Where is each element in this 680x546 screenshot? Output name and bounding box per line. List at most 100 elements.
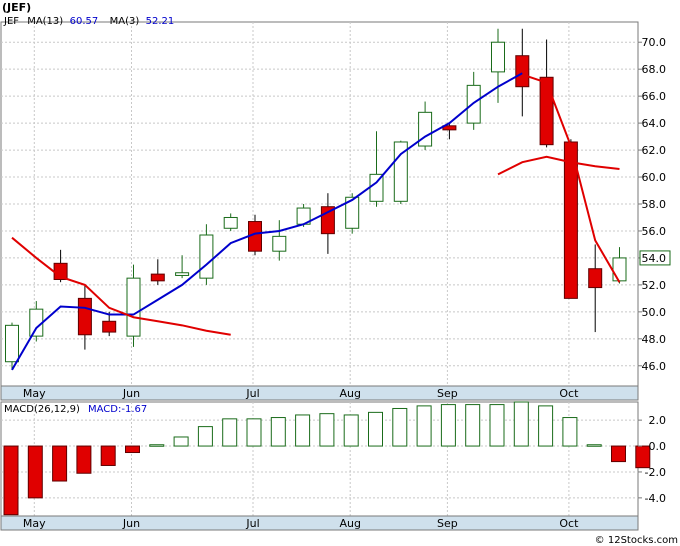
candle-down <box>77 297 92 336</box>
macd-bar-negative <box>611 445 626 463</box>
price-tick-label: 46.0 <box>642 360 667 373</box>
price-tick-label: 68.0 <box>642 63 667 76</box>
candle-up <box>175 272 190 276</box>
macd-bar-positive <box>562 417 578 447</box>
price-tick-label: 62.0 <box>642 144 667 157</box>
month-label: Sep <box>437 387 458 400</box>
price-tick-label: 60.0 <box>642 171 667 184</box>
macd-bar-positive <box>149 444 165 447</box>
ma13-line <box>11 72 523 371</box>
macd-tick-label: -4.0 <box>645 492 666 505</box>
macd-month-labels: May Jun Jul Aug Sep Oct <box>23 517 579 530</box>
macd-bar-positive <box>538 405 554 447</box>
macd-bar-positive <box>197 426 213 447</box>
moving-average-lines <box>11 72 621 371</box>
macd-bars <box>3 401 651 516</box>
legend-label: MA(3) <box>110 16 140 27</box>
legend-value: 60.57 <box>70 16 99 27</box>
candle-up <box>199 234 214 279</box>
candle-down <box>150 273 165 282</box>
macd-bar-positive <box>489 404 505 447</box>
macd-bar-negative <box>76 445 92 474</box>
ma3-line <box>11 236 231 336</box>
macd-tick-label: -2.0 <box>645 466 666 479</box>
last-price-tag: 54.0 <box>639 250 671 266</box>
macd-tick-label: 0.0 <box>649 440 667 453</box>
month-label: Jul <box>245 387 259 400</box>
macd-bar-negative <box>125 445 140 454</box>
macd-bar-positive <box>343 414 359 447</box>
price-tick-label: 52.0 <box>642 279 667 292</box>
legend-label: JEF <box>3 16 19 27</box>
price-legend: JEF MA(13) 60.57 MA(3) 52.21 <box>3 16 174 27</box>
candle-up <box>223 216 238 229</box>
candle-down <box>588 268 603 289</box>
macd-bar-positive <box>295 414 311 447</box>
macd-value: MACD:-1.67 <box>88 404 147 415</box>
candle-up <box>126 277 141 337</box>
candle-up <box>29 308 44 337</box>
price-month-labels: May Jun Jul Aug Sep Oct <box>23 387 579 400</box>
macd-bar-positive <box>465 404 481 447</box>
candle-down <box>515 55 530 88</box>
candle-up <box>612 257 627 282</box>
macd-bar-positive <box>368 411 383 447</box>
month-label: Sep <box>437 517 458 530</box>
month-label: Oct <box>559 517 579 530</box>
footer-credit: © 12Stocks.com <box>595 535 678 546</box>
candle-down <box>563 141 578 299</box>
price-tick-label: 70.0 <box>642 36 667 49</box>
macd-bar-negative <box>635 445 651 469</box>
price-tick-label: 48.0 <box>642 333 667 346</box>
macd-bar-positive <box>416 405 432 447</box>
macd-panel: -4.0 -2.0 0.0 2.0 <box>0 401 666 517</box>
price-tick-label: 64.0 <box>642 117 667 130</box>
candle-up <box>345 196 360 229</box>
macd-bar-positive <box>319 413 335 447</box>
candle-up <box>272 235 287 252</box>
macd-bar-negative <box>3 445 19 516</box>
month-label: Jun <box>122 387 140 400</box>
ma3-tail-line <box>521 73 621 283</box>
macd-tick-label: 2.0 <box>649 414 667 427</box>
month-label: Jul <box>245 517 259 530</box>
candle-up <box>418 111 433 147</box>
macd-bar-positive <box>392 407 408 447</box>
month-label: Oct <box>559 387 579 400</box>
last-price-label: 54.0 <box>642 252 667 265</box>
last-price-box <box>639 250 671 266</box>
macd-bar-positive <box>173 436 189 447</box>
macd-bar-positive <box>440 404 456 447</box>
macd-title: MACD(26,12,9) <box>4 404 80 415</box>
month-label: Aug <box>339 517 360 530</box>
macd-legend: MACD(26,12,9) MACD:-1.67 <box>4 404 147 415</box>
macd-bar-positive <box>513 401 529 447</box>
macd-month-band <box>0 515 639 531</box>
macd-bar-positive <box>246 418 262 447</box>
macd-bar-negative <box>52 445 68 482</box>
ma13-tail-line <box>497 155 620 176</box>
candle-up <box>491 41 505 73</box>
candle-down <box>102 320 117 333</box>
price-tick-label: 58.0 <box>642 198 667 211</box>
month-label: May <box>23 517 46 530</box>
month-label: Jun <box>122 517 140 530</box>
price-tick-label: 56.0 <box>642 225 667 238</box>
price-tick-label: 66.0 <box>642 90 667 103</box>
price-panel: 46.0 48.0 50.0 52.0 54.0 56.0 58.0 60.0 62.0 64.0… <box>0 21 671 387</box>
macd-bar-negative <box>27 445 43 499</box>
candle-down <box>539 76 554 146</box>
legend-value: 52.21 <box>146 16 175 27</box>
macd-bar-positive <box>586 444 602 447</box>
candle-up <box>5 324 19 363</box>
month-label: May <box>23 387 46 400</box>
chart-title: (JEF) <box>2 1 31 14</box>
macd-axis-ticks: -4.0 -2.0 0.0 2.0 <box>638 414 666 505</box>
legend-label: MA(13) <box>27 16 63 27</box>
price-tick-label: 50.0 <box>642 306 667 319</box>
macd-bar-positive <box>270 417 286 447</box>
macd-bar-positive <box>222 418 238 447</box>
month-label: Aug <box>339 387 360 400</box>
price-month-band <box>0 385 639 401</box>
